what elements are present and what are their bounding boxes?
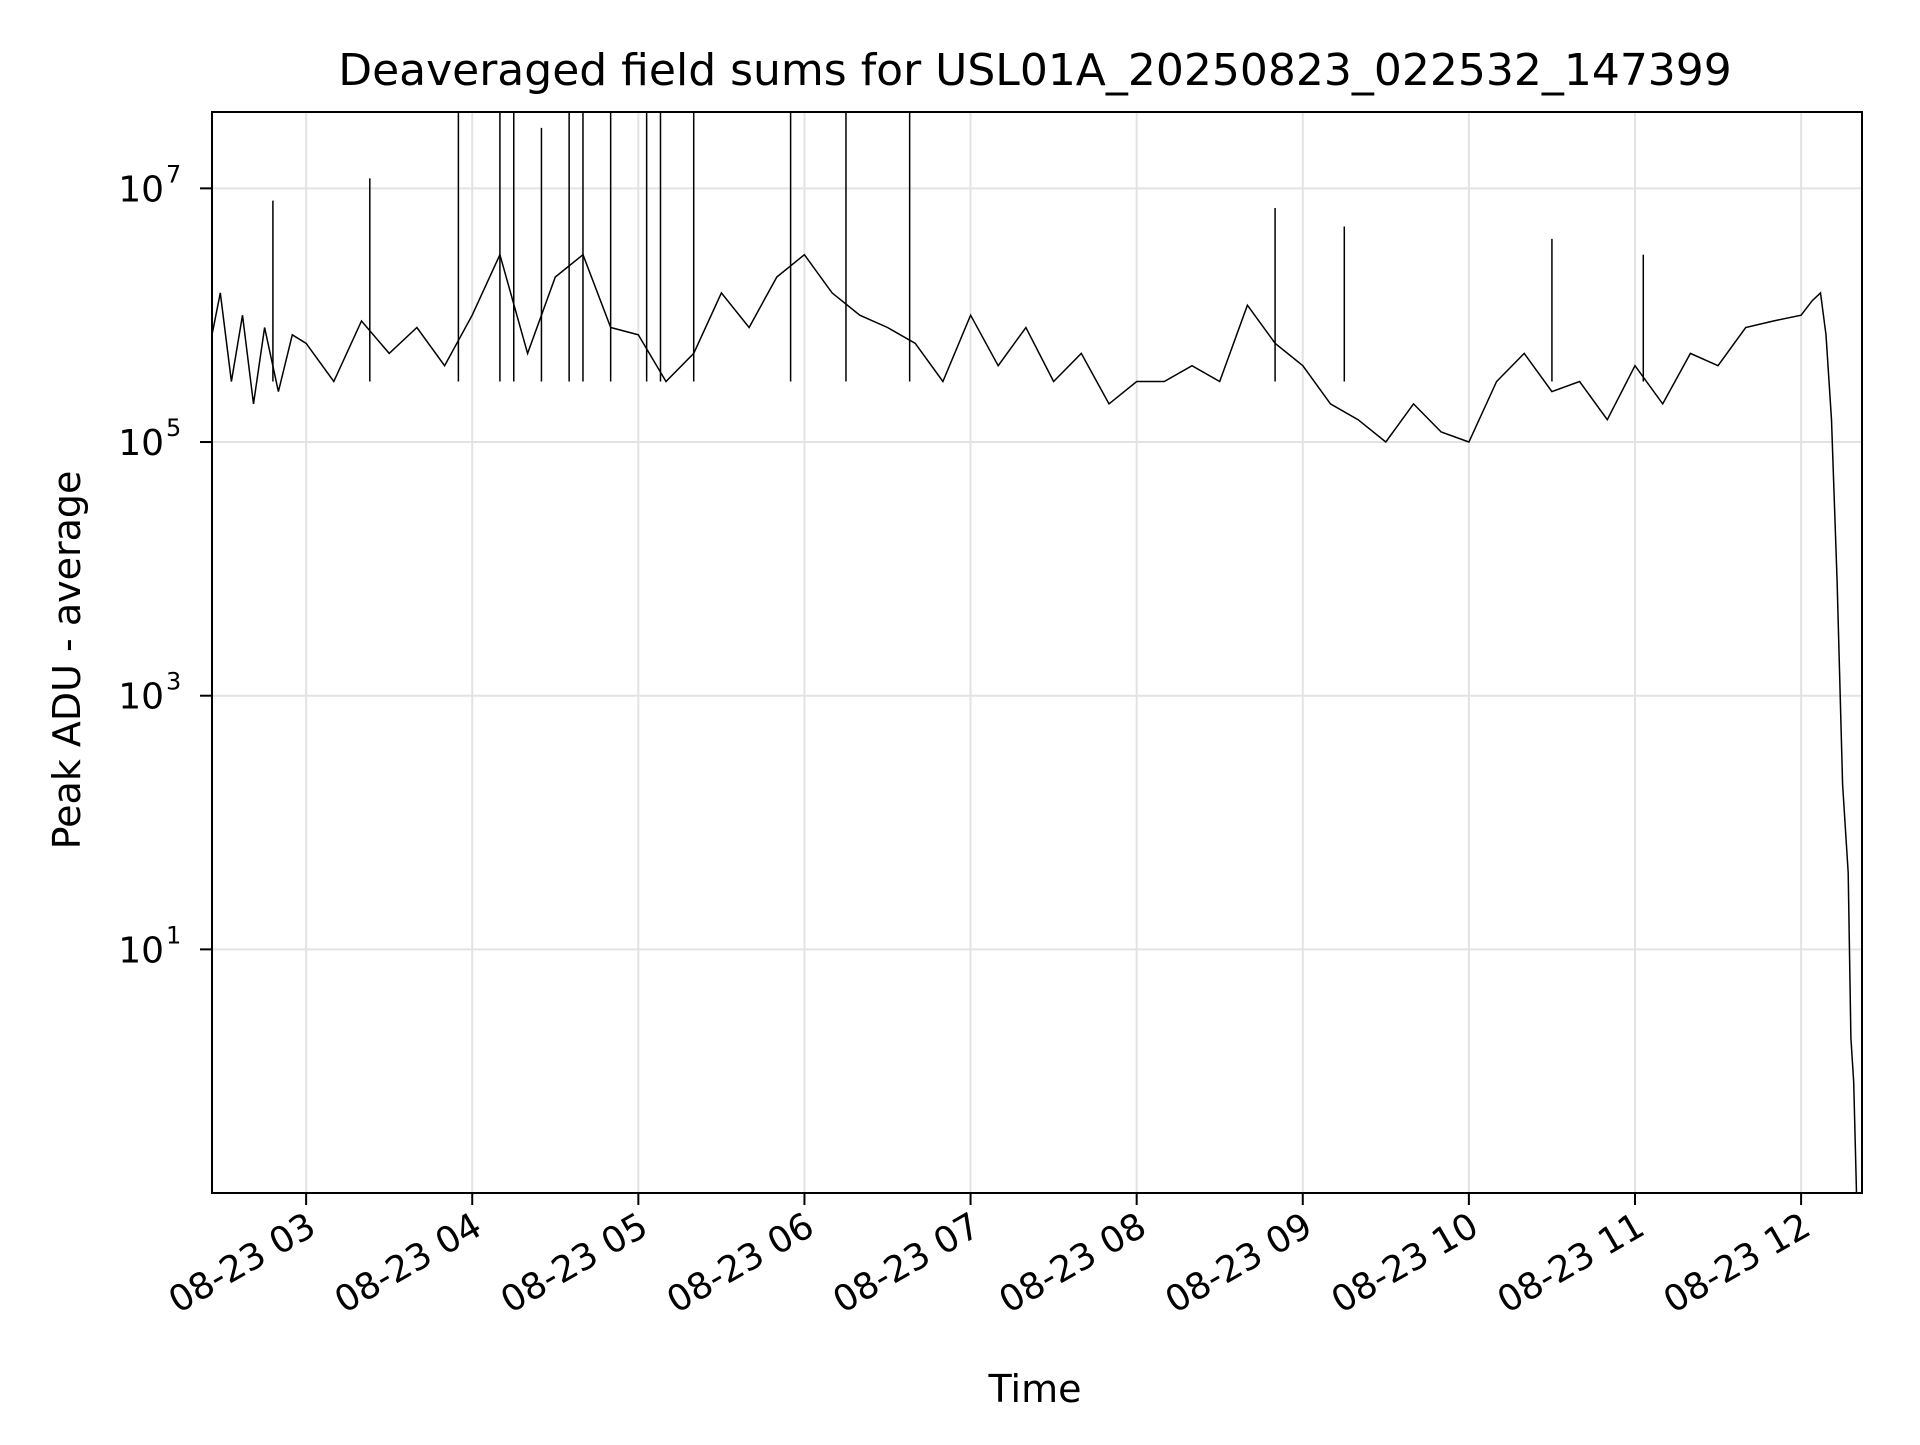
y-tick-exponent: 7 bbox=[166, 160, 181, 188]
x-axis-label: Time bbox=[988, 1367, 1082, 1411]
grid-lines bbox=[212, 112, 1862, 1193]
y-tick-label: 10 bbox=[118, 169, 164, 210]
y-tick-label: 10 bbox=[118, 930, 164, 971]
y-axis-label: Peak ADU - average bbox=[45, 471, 89, 850]
y-tick-label: 10 bbox=[118, 677, 164, 718]
plot-frame bbox=[211, 111, 1863, 1194]
chart-title: Deaveraged field sums for USL01A_2025082… bbox=[338, 45, 1732, 96]
series-line bbox=[211, 252, 1858, 1194]
series-layer bbox=[211, 112, 1858, 1194]
y-tick-exponent: 1 bbox=[166, 921, 181, 949]
y-tick-exponent: 3 bbox=[166, 668, 181, 696]
y-tick-label: 10 bbox=[118, 423, 164, 464]
y-tick-exponent: 5 bbox=[166, 414, 181, 442]
